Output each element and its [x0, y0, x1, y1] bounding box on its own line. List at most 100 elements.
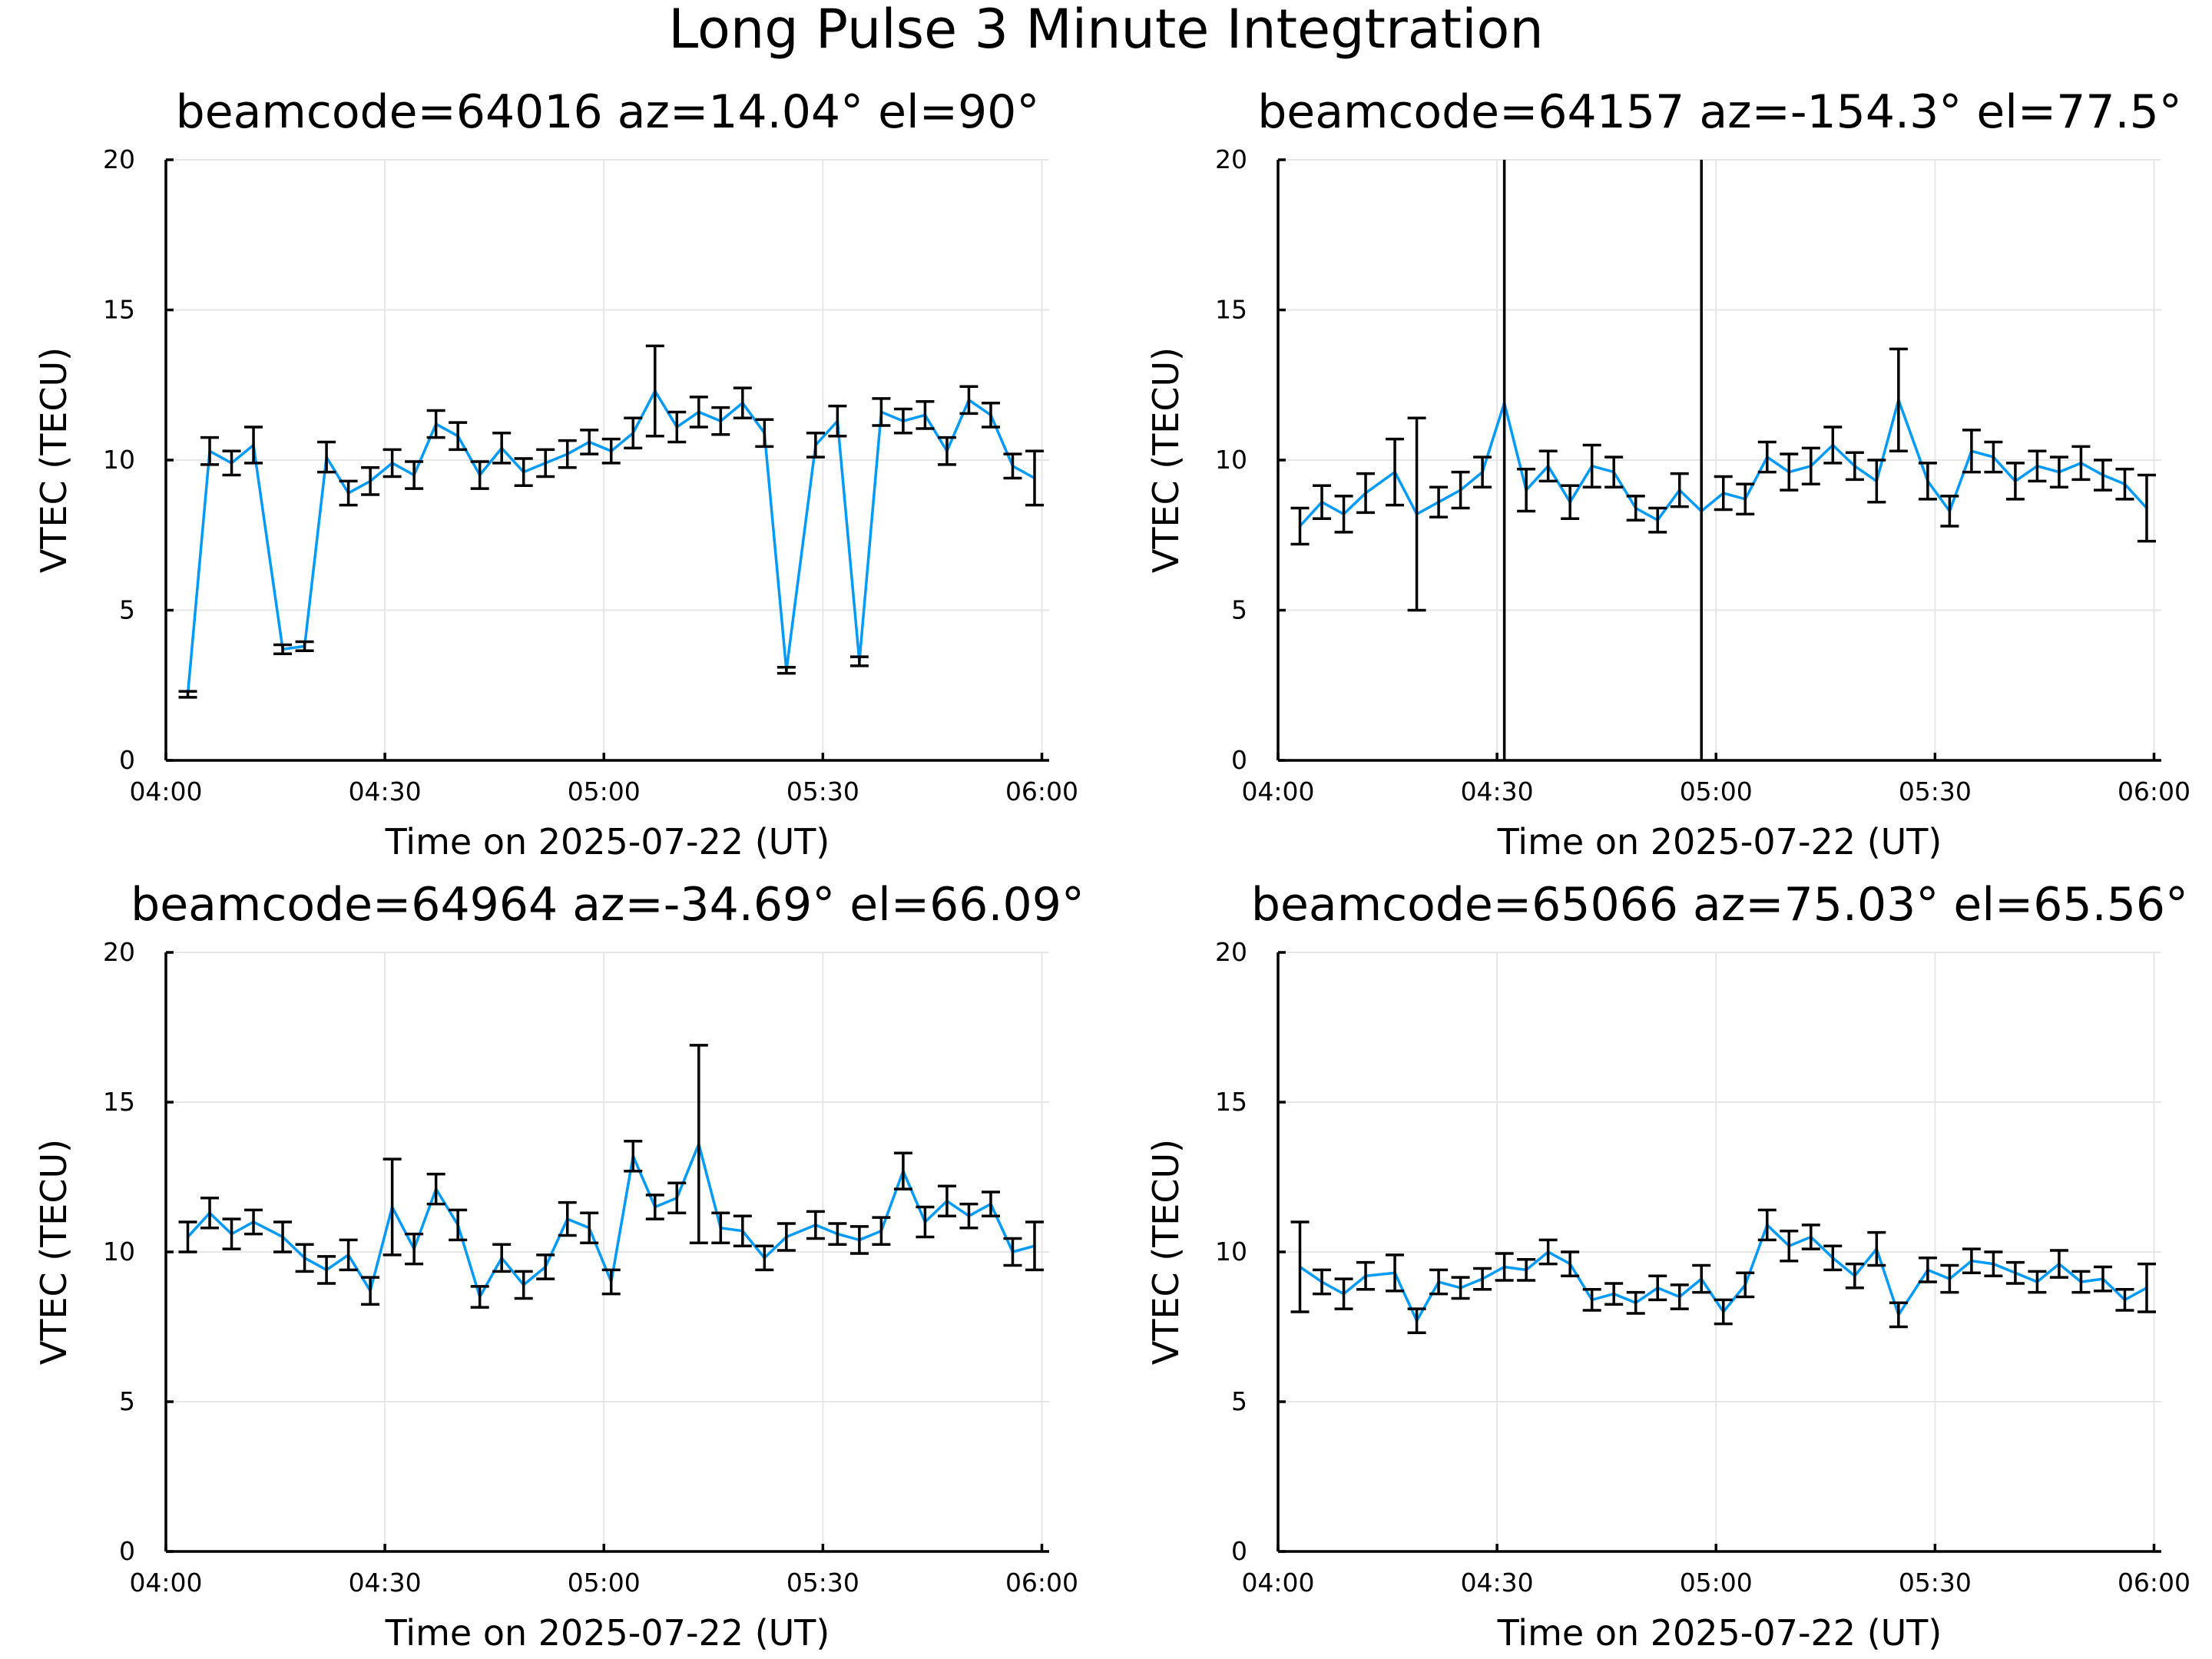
error-bar [1025, 1220, 1044, 1272]
error-bar [1823, 426, 1843, 465]
error-bar [470, 460, 489, 490]
error-bar [1940, 495, 1959, 528]
y-tick-label: 10 [103, 1237, 135, 1267]
error-bar [382, 448, 402, 478]
error-bar [1604, 455, 1624, 488]
error-bar [806, 432, 825, 459]
error-bar [1386, 437, 1405, 507]
error-bar [645, 1194, 664, 1220]
y-tick-label: 5 [1231, 595, 1247, 625]
error-bar [2093, 459, 2112, 492]
y-axis-label: VTEC (TECU) [1145, 347, 1187, 573]
error-bar [492, 1243, 512, 1273]
error-bar [916, 1205, 935, 1239]
y-tick-label: 0 [119, 745, 135, 775]
x-tick-label: 04:30 [349, 1568, 422, 1598]
error-bar [295, 640, 314, 653]
error-bar [733, 1214, 752, 1247]
error-bar [2137, 473, 2156, 543]
error-bar [1845, 1262, 1864, 1290]
y-tick-label: 15 [103, 1087, 135, 1117]
error-bar [1451, 470, 1470, 510]
error-bar [1736, 1271, 1755, 1299]
error-bar [1984, 1250, 2003, 1277]
error-bar [1517, 467, 1536, 513]
error-bar [1429, 1268, 1449, 1296]
error-bar [828, 1222, 847, 1246]
y-axis-label: VTEC (TECU) [33, 347, 75, 573]
error-bar [959, 385, 979, 416]
error-bar [828, 404, 847, 438]
error-bar [558, 1200, 577, 1237]
error-bar [536, 448, 555, 478]
figure-title: Long Pulse 3 Minute Integtration [668, 0, 1544, 61]
error-bar [1502, 160, 1506, 760]
error-bar [1356, 472, 1376, 515]
error-bar [1757, 1208, 1777, 1242]
error-bar [916, 400, 935, 430]
subplot-title: beamcode=64964 az=-34.69° el=66.09° [131, 878, 1084, 932]
error-bar [1984, 440, 2003, 474]
error-bar [1940, 1263, 1959, 1294]
y-tick-label: 15 [1215, 295, 1247, 325]
error-bar [1473, 455, 1492, 488]
error-bar [244, 426, 263, 465]
error-bar [1889, 347, 1908, 453]
x-tick-label: 05:30 [1899, 777, 1972, 806]
error-bar [1780, 1229, 1799, 1263]
data-layer [178, 1044, 1044, 1309]
error-bar [667, 1181, 687, 1215]
error-bar [1003, 1237, 1022, 1267]
error-bar [1604, 1282, 1624, 1306]
error-bar [667, 410, 687, 444]
error-bar [1290, 1220, 1310, 1313]
error-bar [317, 1255, 336, 1285]
x-tick-label: 04:00 [129, 1568, 202, 1598]
error-bar [273, 1220, 293, 1253]
subplot-2: 0 5 10 15 20 04:00 04:30 05:00 05:30 06:00 beamcod… [1145, 85, 2190, 863]
subplot-title: beamcode=64016 az=14.04° el=90° [176, 85, 1040, 139]
error-bar [273, 643, 293, 655]
error-bar [2028, 449, 2047, 483]
error-bar [601, 437, 621, 465]
error-bar [244, 1208, 263, 1236]
error-bar [295, 1243, 314, 1273]
error-bar [470, 1285, 489, 1309]
error-bar [711, 406, 730, 436]
error-bar [1823, 1244, 1843, 1272]
error-bar [755, 418, 774, 449]
error-bar [1714, 1298, 1733, 1326]
error-bar [1407, 1307, 1426, 1335]
error-bar [382, 1157, 402, 1257]
y-tick-label: 5 [1231, 1386, 1247, 1416]
error-bar [937, 435, 956, 466]
error-bar [1867, 1230, 1886, 1267]
error-bar [178, 1220, 197, 1253]
error-bar [339, 1238, 358, 1272]
data-layer [178, 344, 1044, 699]
error-bar [755, 1244, 774, 1272]
error-bar [1670, 1283, 1689, 1310]
error-bar [1780, 452, 1799, 492]
series-line [186, 388, 1035, 695]
error-bar [872, 1216, 891, 1246]
error-bar [558, 439, 577, 469]
error-bar [849, 1225, 869, 1255]
error-bar [2005, 1260, 2025, 1285]
error-bar [514, 1270, 533, 1300]
y-tick-label: 15 [103, 295, 135, 325]
error-bar [1313, 1268, 1332, 1296]
error-bar [1736, 482, 1755, 516]
error-bar [361, 466, 380, 496]
error-bar [937, 1184, 956, 1217]
y-tick-label: 5 [119, 595, 135, 625]
error-bar [1561, 1250, 1580, 1277]
y-tick-label: 20 [1215, 937, 1247, 967]
error-bar [1626, 1290, 1645, 1315]
error-bar [645, 344, 664, 438]
error-bar [1918, 462, 1937, 501]
error-bar [1386, 1253, 1405, 1293]
error-bar [1962, 429, 1981, 474]
error-bar [580, 429, 599, 455]
error-bar [849, 655, 869, 667]
